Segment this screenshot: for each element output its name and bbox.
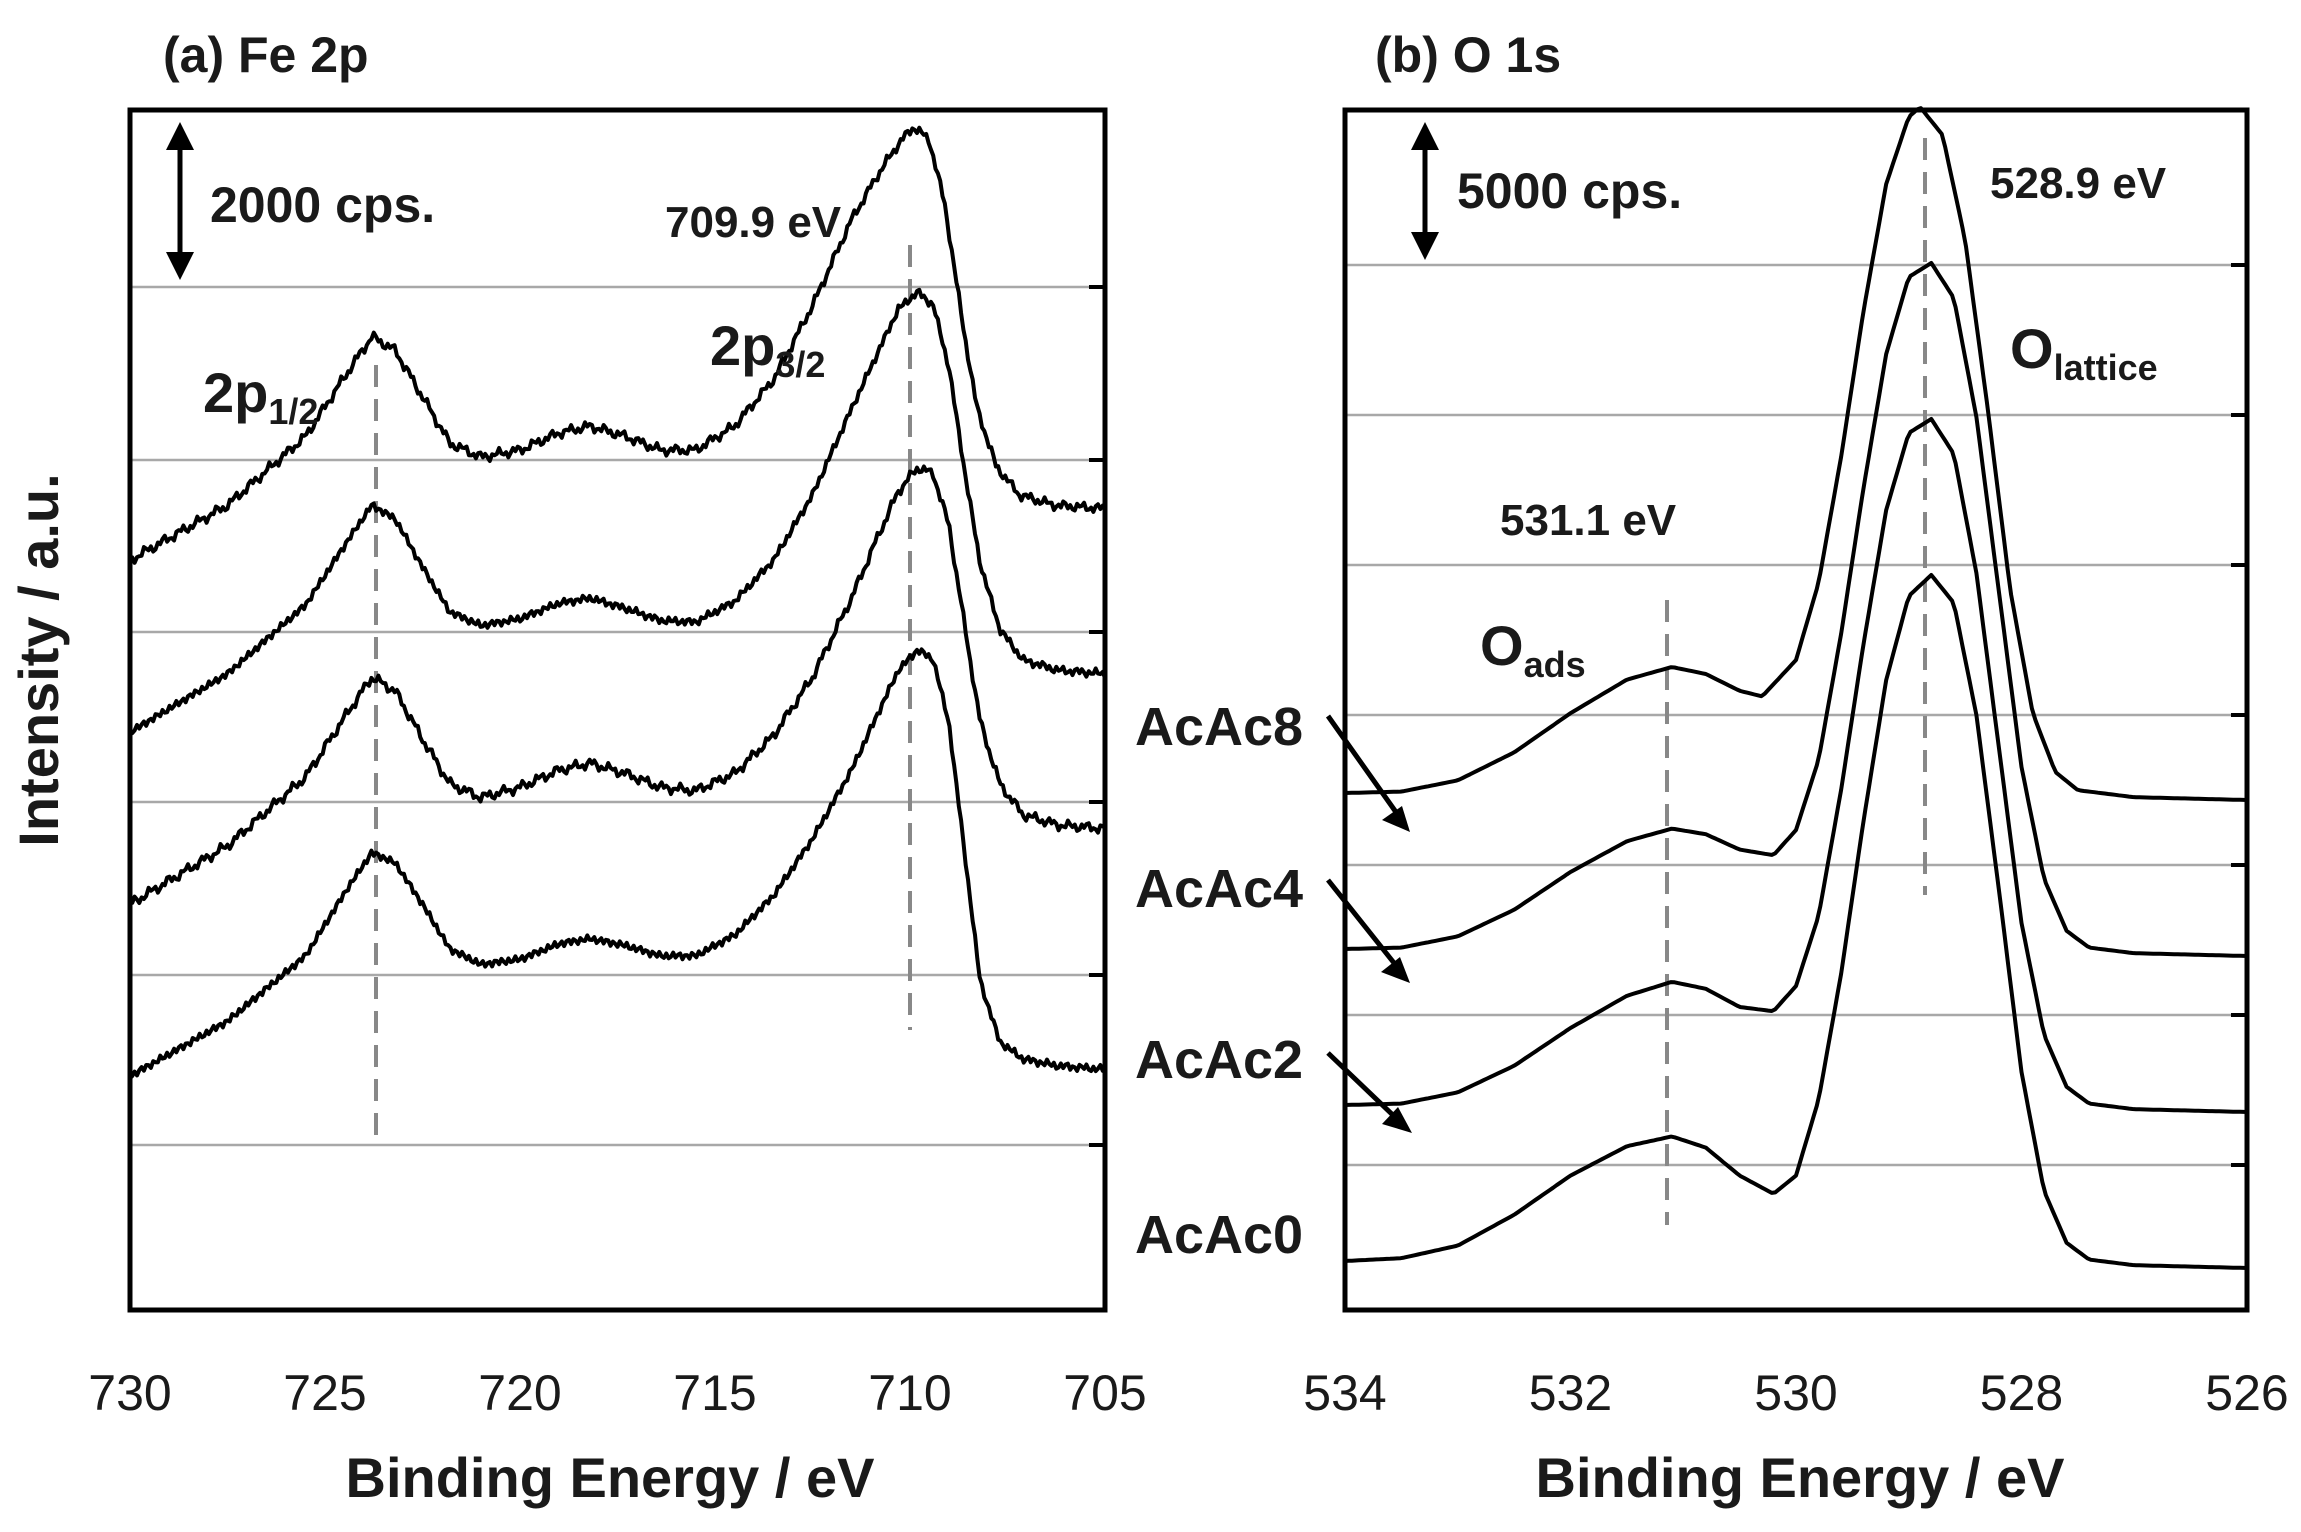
sample-labels: AcAc8 AcAc4 AcAc2 AcAc0 <box>1135 697 1412 1265</box>
panel-a-curve-acac8 <box>129 125 1107 565</box>
panel-a-2p12-label: 2p1/2 <box>203 361 318 432</box>
panel-b-scale-label: 5000 cps. <box>1457 163 1682 219</box>
panel-a-scale-label: 2000 cps. <box>210 177 435 233</box>
panel-a-x-axis-label: Binding Energy / eV <box>346 1446 875 1509</box>
panel-b-oads-label: Oads <box>1480 614 1586 685</box>
panel-b-x-tick-label: 534 <box>1303 1365 1386 1421</box>
panel-a-scale-bar <box>166 122 194 280</box>
panel-b-curves <box>1344 106 2248 1270</box>
sample-label-acac2: AcAc2 <box>1135 1030 1303 1090</box>
panel-a-x-tick-label: 715 <box>673 1365 756 1421</box>
arrow-acac2 <box>1326 1051 1412 1133</box>
sample-label-acac8: AcAc8 <box>1135 697 1303 757</box>
panel-a-curve-acac0 <box>128 647 1107 1080</box>
panel-b: (b) O 1s 534 532 530 528 526 Binding Energy … <box>1303 27 2288 1509</box>
panel-b-title: (b) O 1s <box>1375 27 1561 83</box>
panel-a: (a) Fe 2p 730 725 720 715 710 705 Binding Ene… <box>88 27 1146 1509</box>
panel-b-curve-acac4 <box>1344 261 2248 958</box>
panel-b-frame <box>1342 107 2250 1313</box>
panel-a-curve-acac2 <box>129 464 1107 905</box>
sample-label-acac4: AcAc4 <box>1135 859 1303 919</box>
panel-b-x-tick-labels: 534 532 530 528 526 <box>1303 1365 2288 1421</box>
panel-a-x-tick-label: 720 <box>478 1365 561 1421</box>
panel-a-x-tick-label: 725 <box>283 1365 366 1421</box>
panel-a-right-ticks <box>1089 285 1105 1147</box>
panel-b-curve-acac2 <box>1344 417 2248 1114</box>
sample-label-acac0: AcAc0 <box>1135 1205 1303 1265</box>
panel-b-right-ticks <box>2231 263 2247 1167</box>
panel-a-x-tick-label: 705 <box>1063 1365 1146 1421</box>
panel-a-gridlines <box>130 285 1105 1147</box>
panel-b-curve-acac0 <box>1344 573 2248 1270</box>
panel-a-title: (a) Fe 2p <box>163 27 369 83</box>
panel-a-x-tick-labels: 730 725 720 715 710 705 <box>88 1365 1146 1421</box>
panel-b-peak2-value-label: 528.9 eV <box>1990 159 2167 208</box>
panel-b-scale-bar <box>1411 122 1439 260</box>
panel-b-gridlines <box>1345 263 2247 1167</box>
arrow-acac4 <box>1326 878 1410 983</box>
panel-b-olattice-label: Olattice <box>2010 317 2158 388</box>
panel-a-peak-value-label: 709.9 eV <box>665 198 842 247</box>
panel-b-curve-acac8 <box>1344 106 2248 802</box>
panel-a-frame <box>127 107 1108 1313</box>
panel-b-x-axis-label: Binding Energy / eV <box>1536 1446 2065 1509</box>
panel-a-curves <box>128 125 1107 1080</box>
panel-b-x-tick-label: 528 <box>1980 1365 2063 1421</box>
panel-b-peak1-value-label: 531.1 eV <box>1500 496 1677 545</box>
panel-b-x-tick-label: 530 <box>1754 1365 1837 1421</box>
panel-a-2p32-label: 2p3/2 <box>710 314 825 385</box>
arrow-acac8 <box>1325 714 1410 832</box>
panel-a-x-tick-label: 710 <box>868 1365 951 1421</box>
y-axis-label: Intensity / a.u. <box>7 473 70 846</box>
panel-b-x-tick-label: 532 <box>1529 1365 1612 1421</box>
panel-b-x-tick-label: 526 <box>2205 1365 2288 1421</box>
panel-a-curve-acac4 <box>128 287 1107 736</box>
panel-a-x-tick-label: 730 <box>88 1365 171 1421</box>
